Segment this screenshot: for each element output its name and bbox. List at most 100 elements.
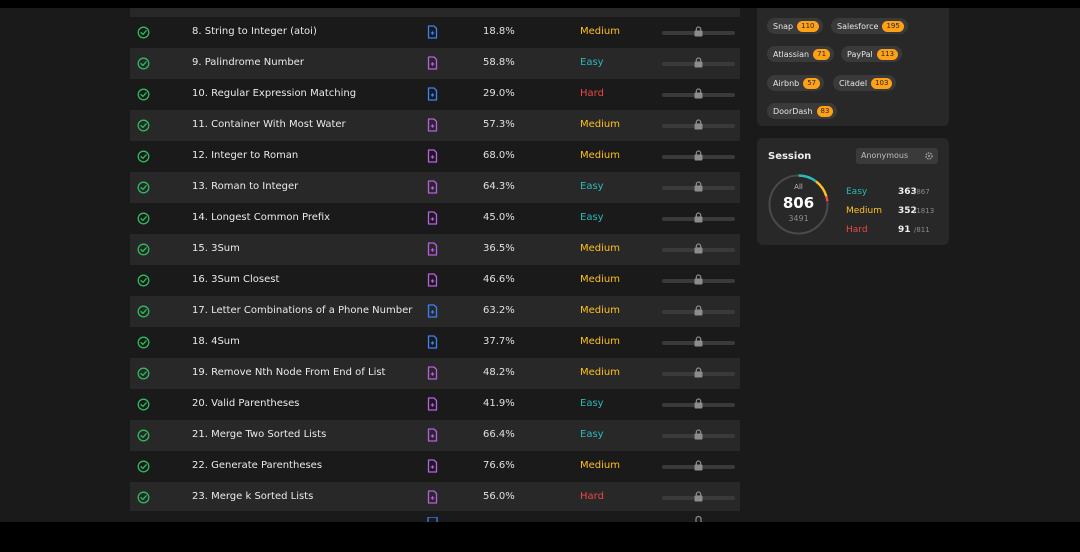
stat-solved: 363 [898,187,917,197]
table-row[interactable]: 20. Valid Parentheses 41.9% Easy [130,389,740,420]
company-count-badge: 71 [813,48,831,60]
frequency-bar [662,305,735,316]
company-name: Citadel [839,78,868,88]
problem-title-link[interactable]: 20. Valid Parentheses [192,398,300,409]
document-icon[interactable] [427,397,438,411]
problem-title-link[interactable]: 14. Longest Common Prefix [192,212,331,223]
company-count-badge: 83 [816,105,834,117]
problem-title-link[interactable]: 19. Remove Nth Node From End of List [192,367,386,378]
company-tag[interactable]: Atlassian 71 [767,46,835,62]
difficulty-label: Medium [580,460,620,471]
table-row-partial [130,511,740,522]
document-icon[interactable] [427,180,438,194]
company-tag[interactable]: PayPal 113 [841,46,903,62]
document-icon[interactable] [427,490,438,504]
document-icon[interactable] [427,56,438,70]
company-name: Atlassian [773,49,810,59]
document-icon[interactable] [427,87,438,101]
frequency-bar [662,274,735,285]
company-name: Salesforce [837,21,879,31]
difficulty-label: Medium [580,243,620,254]
table-row[interactable]: 16. 3Sum Closest 46.6% Medium [130,265,740,296]
company-count-badge: 113 [876,48,899,60]
problem-title-link[interactable]: 12. Integer to Roman [192,150,299,161]
problem-title-link[interactable]: 11. Container With Most Water [192,119,346,130]
document-icon[interactable] [427,428,438,442]
table-row[interactable]: 12. Integer to Roman 68.0% Medium [130,141,740,172]
problem-title-link[interactable]: 23. Merge k Sorted Lists [192,491,314,502]
document-icon[interactable] [427,459,438,473]
frequency-bar [662,243,735,254]
problem-list-page: 8. String to Integer (atoi) 18.8% Medium… [0,8,1080,522]
table-row[interactable]: 22. Generate Parentheses 76.6% Medium [130,451,740,482]
difficulty-label: Easy [580,212,604,223]
table-row[interactable]: 21. Merge Two Sorted Lists 66.4% Easy [130,420,740,451]
difficulty-label: Medium [580,26,620,37]
company-tag[interactable]: Citadel 103 [833,75,897,91]
problem-title-link[interactable]: 8. String to Integer (atoi) [192,26,317,37]
table-row[interactable]: 18. 4Sum 37.7% Medium [130,327,740,358]
document-icon[interactable] [427,118,438,132]
lock-icon [694,57,703,68]
stat-label: Hard [846,225,868,235]
table-row-partial [130,8,740,17]
stat-total: /1813 [914,207,935,215]
problem-title-link[interactable]: 9. Palindrome Number [192,57,304,68]
session-select[interactable]: Anonymous [856,148,938,164]
problem-title-link[interactable]: 15. 3Sum [192,243,240,254]
document-icon[interactable] [427,149,438,163]
document-icon[interactable] [427,304,438,318]
company-tag[interactable]: DoorDash 83 [767,103,838,119]
table-row[interactable]: 17. Letter Combinations of a Phone Numbe… [130,296,740,327]
acceptance-rate: 76.6% [483,460,515,471]
session-title: Session [768,151,812,162]
ring-total-count: 3491 [788,214,809,223]
table-row[interactable]: 9. Palindrome Number 58.8% Easy [130,48,740,79]
table-row[interactable]: 13. Roman to Integer 64.3% Easy [130,172,740,203]
acceptance-rate: 57.3% [483,119,515,130]
document-icon[interactable] [427,273,438,287]
problem-title-link[interactable]: 21. Merge Two Sorted Lists [192,429,327,440]
table-row[interactable]: 10. Regular Expression Matching 29.0% Ha… [130,79,740,110]
lock-icon [694,367,703,378]
check-circle-icon [137,212,150,225]
table-row[interactable]: 19. Remove Nth Node From End of List 48.… [130,358,740,389]
check-circle-icon [137,274,150,287]
problem-title-link[interactable]: 13. Roman to Integer [192,181,299,192]
acceptance-rate: 18.8% [483,26,515,37]
frequency-bar [662,398,735,409]
company-count-badge: 103 [871,77,893,89]
table-row[interactable]: 23. Merge k Sorted Lists 56.0% Hard [130,482,740,513]
difficulty-label: Easy [580,429,604,440]
problem-title-link[interactable]: 16. 3Sum Closest [192,274,280,285]
gear-icon[interactable] [924,151,934,161]
acceptance-rate: 48.2% [483,367,515,378]
difficulty-label: Medium [580,336,620,347]
table-row[interactable]: 8. String to Integer (atoi) 18.8% Medium [130,17,740,48]
table-row[interactable]: 11. Container With Most Water 57.3% Medi… [130,110,740,141]
lock-icon [694,398,703,409]
company-tag[interactable]: Snap 110 [767,18,823,34]
company-count-badge: 195 [882,20,904,32]
table-row[interactable]: 14. Longest Common Prefix 45.0% Easy [130,203,740,234]
problem-title-link[interactable]: 18. 4Sum [192,336,240,347]
document-icon[interactable] [427,211,438,225]
stat-total: /867 [914,188,930,196]
document-icon[interactable] [427,242,438,256]
acceptance-rate: 66.4% [483,429,515,440]
problem-title-link[interactable]: 10. Regular Expression Matching [192,88,357,99]
difficulty-label: Medium [580,150,620,161]
table-row[interactable]: 15. 3Sum 36.5% Medium [130,234,740,265]
problem-title-link[interactable]: 17. Letter Combinations of a Phone Numbe… [192,305,413,316]
frequency-bar [662,336,735,347]
stat-solved: 91 [898,225,911,235]
document-icon[interactable] [427,25,438,39]
acceptance-rate: 56.0% [483,491,515,502]
document-icon[interactable] [427,366,438,380]
company-tag[interactable]: Salesforce 195 [831,18,908,34]
document-icon[interactable] [427,335,438,349]
company-tag[interactable]: Airbnb 57 [767,75,825,91]
lock-icon [694,150,703,161]
difficulty-label: Medium [580,367,620,378]
problem-title-link[interactable]: 22. Generate Parentheses [192,460,323,471]
